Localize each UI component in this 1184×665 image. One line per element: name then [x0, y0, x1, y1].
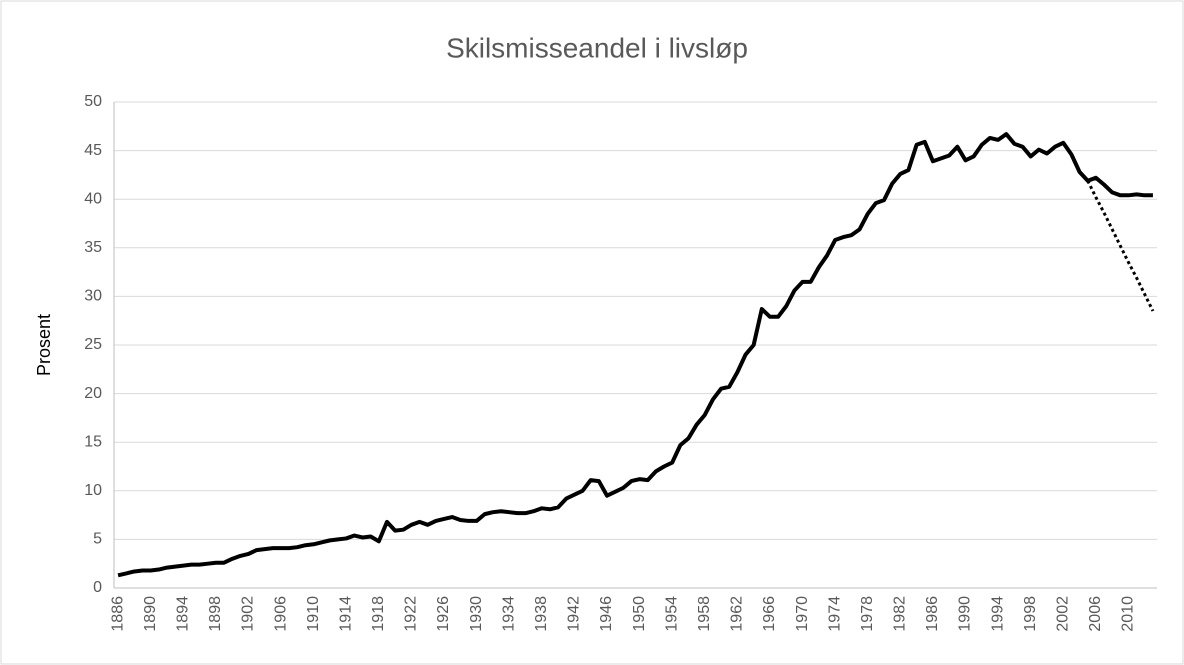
x-tick-label: 1902 [240, 596, 257, 632]
x-tick-label: 1986 [924, 596, 941, 632]
x-tick-label: 1966 [761, 596, 778, 632]
x-tick-label: 1918 [370, 596, 387, 632]
y-tick-label: 50 [84, 93, 102, 110]
x-tick-label: 2010 [1120, 596, 1137, 632]
x-tick-label: 1938 [533, 596, 550, 632]
y-axis-title: Prosent [34, 314, 54, 376]
x-tick-label: 2006 [1087, 596, 1104, 632]
x-tick-label: 1958 [696, 596, 713, 632]
x-tick-label: 1950 [631, 596, 648, 632]
x-tick-label: 1914 [337, 596, 354, 632]
y-tick-label: 20 [84, 385, 102, 402]
x-tick-label: 1922 [403, 596, 420, 632]
y-tick-label: 5 [93, 531, 102, 548]
x-tick-label: 1898 [207, 596, 224, 632]
y-tick-label: 10 [84, 482, 102, 499]
x-tick-label: 1890 [142, 596, 159, 632]
chart-title: Skilsmisseandel i livsløp [446, 32, 748, 63]
y-tick-label: 35 [84, 239, 102, 256]
x-tick-label: 1930 [468, 596, 485, 632]
x-tick-label: 1962 [729, 596, 746, 632]
series-line [1086, 180, 1155, 312]
x-tick-label: 1926 [435, 596, 452, 632]
x-tick-label: 1906 [272, 596, 289, 632]
x-tick-label: 2002 [1055, 596, 1072, 632]
y-tick-label: 30 [84, 288, 102, 305]
x-tick-label: 1990 [957, 596, 974, 632]
x-tick-label: 1994 [989, 596, 1006, 632]
series-line [117, 132, 1153, 578]
x-tick-label: 1946 [598, 596, 615, 632]
x-tick-label: 1998 [1022, 596, 1039, 632]
y-tick-label: 15 [84, 433, 102, 450]
x-tick-label: 1886 [109, 596, 126, 632]
y-tick-label: 40 [84, 190, 102, 207]
x-tick-label: 1974 [826, 596, 843, 632]
x-tick-label: 1978 [859, 596, 876, 632]
x-tick-label: 1982 [892, 596, 909, 632]
x-tick-label: 1934 [500, 596, 517, 632]
x-tick-label: 1942 [566, 596, 583, 632]
y-tick-label: 0 [93, 579, 102, 596]
x-tick-label: 1894 [174, 596, 191, 632]
y-tick-label: 45 [84, 142, 102, 159]
x-tick-label: 1910 [305, 596, 322, 632]
x-tick-label: 1954 [663, 596, 680, 632]
y-tick-label: 25 [84, 336, 102, 353]
x-tick-label: 1970 [794, 596, 811, 632]
